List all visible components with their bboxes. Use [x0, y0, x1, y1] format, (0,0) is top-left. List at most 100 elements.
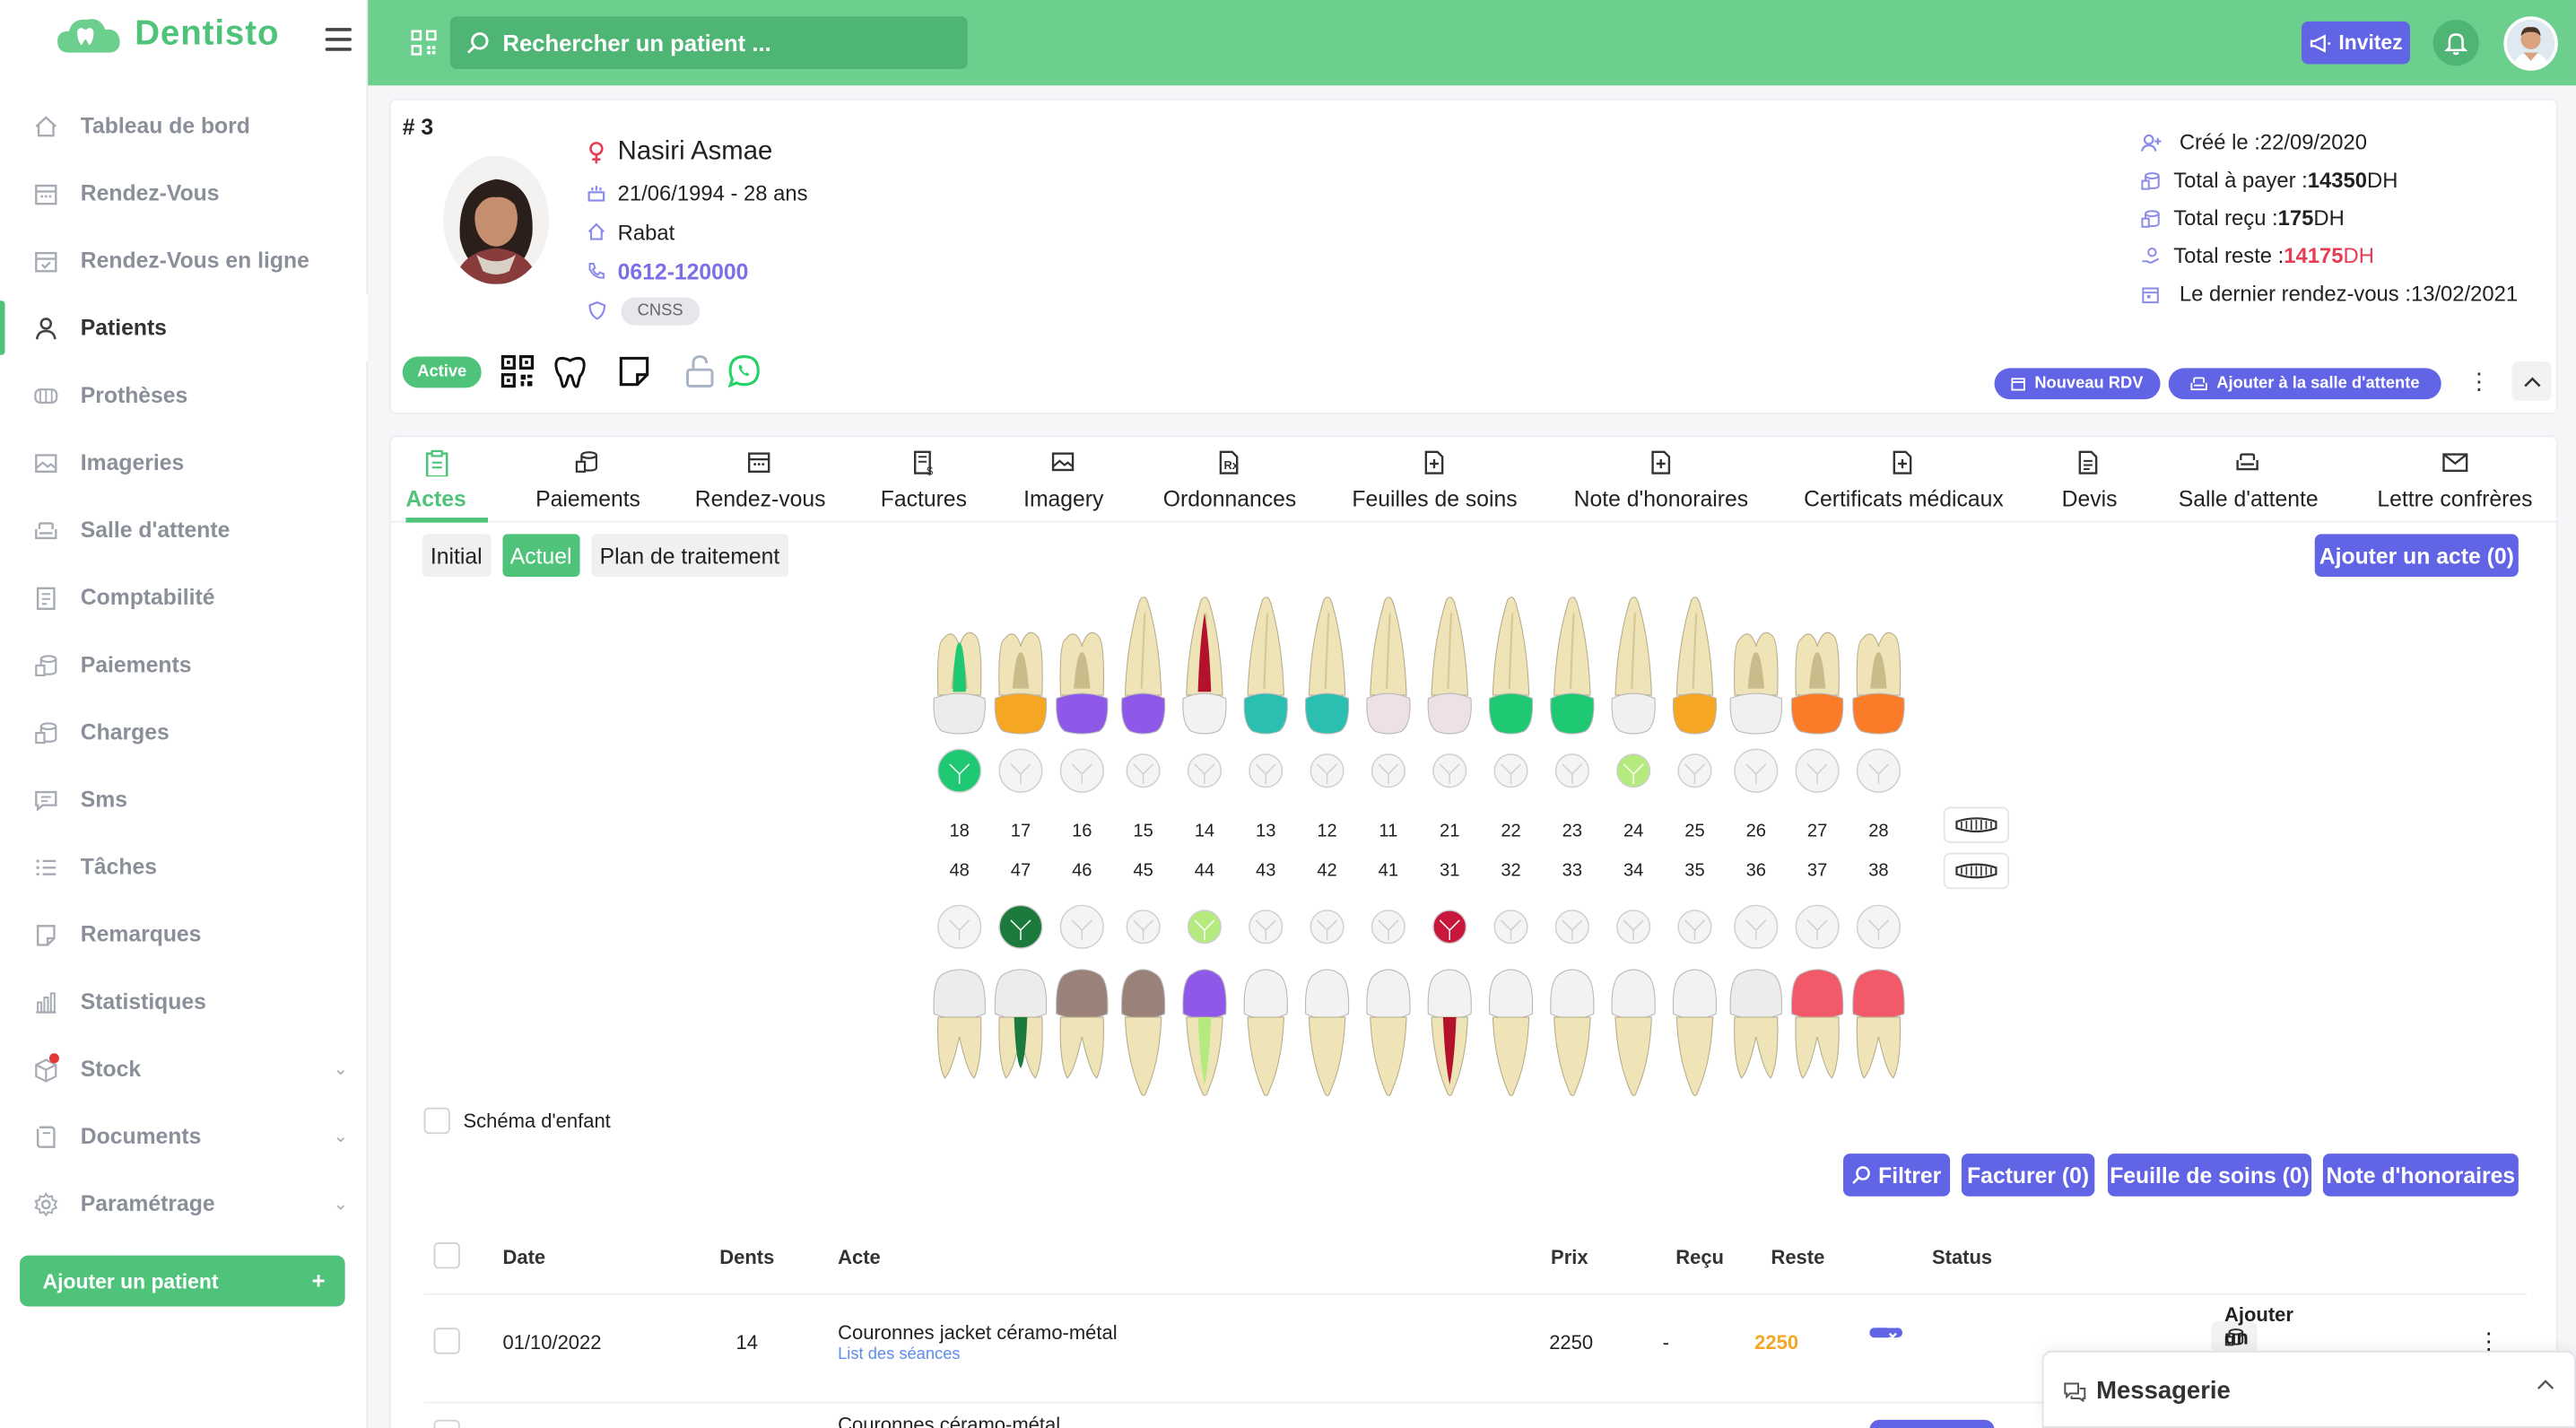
patient-phone[interactable]: 0612-120000 [617, 258, 749, 284]
patient-search[interactable] [449, 16, 968, 69]
new-rdv-button[interactable]: Nouveau RDV [1994, 368, 2161, 400]
subtab-actuel[interactable]: Actuel [501, 534, 580, 578]
tooth-48[interactable]: 48 [933, 860, 986, 1079]
tooth-31[interactable]: 31 [1427, 860, 1472, 1096]
filter-button[interactable]: Filtrer [1843, 1154, 1951, 1197]
tooth-47[interactable]: 47 [994, 860, 1048, 1079]
tooth-icon[interactable] [552, 353, 587, 389]
row-more-icon[interactable]: ⋮ [2477, 1328, 2501, 1354]
sidebar-item-comptabilite[interactable]: Comptabilité [0, 563, 368, 631]
add-waiting-room-button[interactable]: Ajouter à la salle d'attente [2168, 368, 2441, 400]
tooth-21[interactable]: 21 [1427, 596, 1472, 841]
qr-code-icon[interactable] [500, 353, 535, 389]
sidebar-item-taches[interactable]: Tâches [0, 833, 368, 901]
sidebar-item-statistiques[interactable]: Statistiques [0, 968, 368, 1035]
tab-salle-d-attente[interactable]: Salle d'attente [2179, 447, 2319, 511]
table-row[interactable]: 01/10/2022 14 Couronnes jacket céramo-mé… [423, 1302, 2528, 1404]
select-all-checkbox[interactable] [433, 1241, 460, 1269]
sidebar-item-imageries[interactable]: Imageries [0, 429, 368, 496]
tooth-18[interactable]: 18 [933, 631, 986, 840]
tooth-44[interactable]: 44 [1182, 860, 1227, 1096]
more-options-icon[interactable]: ⋮ [2467, 368, 2491, 395]
menu-toggle-icon[interactable] [325, 28, 352, 51]
tooth-23[interactable]: 23 [1550, 596, 1595, 841]
tooth-34[interactable]: 34 [1611, 860, 1656, 1096]
sidebar-item-paiements[interactable]: Paiements [0, 631, 368, 698]
sidebar-item-salle-d-attente[interactable]: Salle d'attente [0, 496, 368, 563]
chevron-up-icon[interactable] [2537, 1379, 2554, 1390]
add-patient-button[interactable]: Ajouter un patient + [19, 1255, 345, 1307]
sidebar-item-remarques[interactable]: Remarques [0, 901, 368, 968]
tooth-33[interactable]: 33 [1550, 860, 1595, 1096]
tab-factures[interactable]: $ Factures [881, 447, 967, 511]
tooth-13[interactable]: 13 [1243, 596, 1288, 841]
row-checkbox[interactable] [433, 1328, 460, 1354]
tab-imagery[interactable]: Imagery [1023, 447, 1103, 511]
tooth-16[interactable]: 16 [1056, 631, 1109, 840]
sidebar-item-protheses[interactable]: Prothèses [0, 361, 368, 429]
tab-ordonnances[interactable]: Rx Ordonnances [1163, 447, 1296, 511]
sidebar-item-rendez-vous[interactable]: Rendez-Vous [0, 160, 368, 227]
add-act-button[interactable]: Ajouter un acte (0) [2314, 534, 2519, 578]
care-sheet-button[interactable]: Feuille de soins (0) [2107, 1154, 2312, 1197]
tooth-17[interactable]: 17 [994, 631, 1048, 840]
row-checkbox[interactable] [433, 1419, 460, 1428]
tooth-35[interactable]: 35 [1672, 860, 1718, 1096]
notifications-button[interactable] [2432, 19, 2479, 66]
tooth-26[interactable]: 26 [1729, 631, 1782, 840]
chevron-down-icon[interactable]: ⌄ [333, 1127, 349, 1147]
tooth-11[interactable]: 11 [1366, 596, 1411, 841]
tooth-12[interactable]: 12 [1304, 596, 1350, 841]
tab-certificats-medicaux[interactable]: Certificats médicaux [1804, 447, 2004, 511]
qr-scan-icon[interactable] [411, 30, 437, 56]
tooth-36[interactable]: 36 [1729, 860, 1782, 1079]
tab-rendez-vous[interactable]: Rendez-vous [695, 447, 825, 511]
tooth-24[interactable]: 24 [1611, 596, 1656, 841]
tooth-45[interactable]: 45 [1120, 860, 1166, 1096]
subtab-plan-de-traitement[interactable]: Plan de traitement [591, 534, 788, 578]
tooth-37[interactable]: 37 [1790, 860, 1844, 1079]
tab-feuilles-de-soins[interactable]: Feuilles de soins [1352, 447, 1518, 511]
tab-note-d-honoraires[interactable]: Note d'honoraires [1574, 447, 1748, 511]
sidebar-item-patients[interactable]: Patients [0, 293, 369, 362]
sticky-note-icon[interactable] [616, 353, 652, 389]
add-payment-button[interactable]: Ajouter un paiement [2211, 1302, 2311, 1371]
sessions-link[interactable]: List des séances [838, 1345, 961, 1364]
tooth-25[interactable]: 25 [1672, 596, 1718, 841]
sidebar-item-charges[interactable]: Charges [0, 699, 368, 766]
sidebar-item-documents[interactable]: Documents ⌄ [0, 1102, 368, 1170]
lower-jaw-toggle[interactable] [1943, 852, 2010, 890]
lock-open-icon[interactable] [682, 353, 718, 389]
collapse-button[interactable] [2511, 361, 2552, 402]
child-schema-option[interactable]: Schéma d'enfant [423, 1107, 611, 1135]
tooth-15[interactable]: 15 [1120, 596, 1166, 841]
row-status-dropdown[interactable] [1869, 1419, 1995, 1428]
sidebar-item-stock[interactable]: Stock ⌄ [0, 1035, 368, 1102]
invite-button[interactable]: Invitez [2302, 21, 2410, 65]
invoice-button[interactable]: Facturer (0) [1961, 1154, 2095, 1197]
sidebar-item-sms[interactable]: Sms [0, 766, 368, 833]
tooth-42[interactable]: 42 [1304, 860, 1350, 1096]
tab-devis[interactable]: Devis [2062, 447, 2118, 511]
user-avatar[interactable] [2503, 16, 2558, 71]
tooth-46[interactable]: 46 [1056, 860, 1109, 1079]
table-row[interactable]: Couronnes céramo-métal [424, 1414, 2527, 1428]
search-input[interactable] [502, 29, 947, 57]
tooth-28[interactable]: 28 [1852, 631, 1905, 840]
messaging-panel[interactable]: Messagerie [2041, 1350, 2576, 1428]
sidebar-item-rendez-vous-en-ligne[interactable]: Rendez-Vous en ligne [0, 227, 368, 294]
tab-lettre-confreres[interactable]: Lettre confrères [2377, 447, 2532, 511]
tooth-41[interactable]: 41 [1366, 860, 1411, 1096]
child-schema-checkbox[interactable] [423, 1107, 450, 1135]
sidebar-item-tableau-de-bord[interactable]: Tableau de bord [0, 92, 368, 160]
tooth-38[interactable]: 38 [1852, 860, 1905, 1079]
row-status-dropdown[interactable]: En cours ⌄ [1869, 1315, 1931, 1351]
chevron-down-icon[interactable]: ⌄ [333, 1059, 349, 1080]
tooth-27[interactable]: 27 [1790, 631, 1844, 840]
tooth-14[interactable]: 14 [1182, 596, 1227, 841]
brand-logo[interactable]: Dentisto [56, 13, 279, 57]
tab-actes[interactable]: Actes [405, 447, 466, 511]
chevron-down-icon[interactable]: ⌄ [333, 1194, 349, 1215]
upper-jaw-toggle[interactable] [1943, 806, 2010, 843]
fee-note-button[interactable]: Note d'honoraires [2322, 1154, 2519, 1197]
